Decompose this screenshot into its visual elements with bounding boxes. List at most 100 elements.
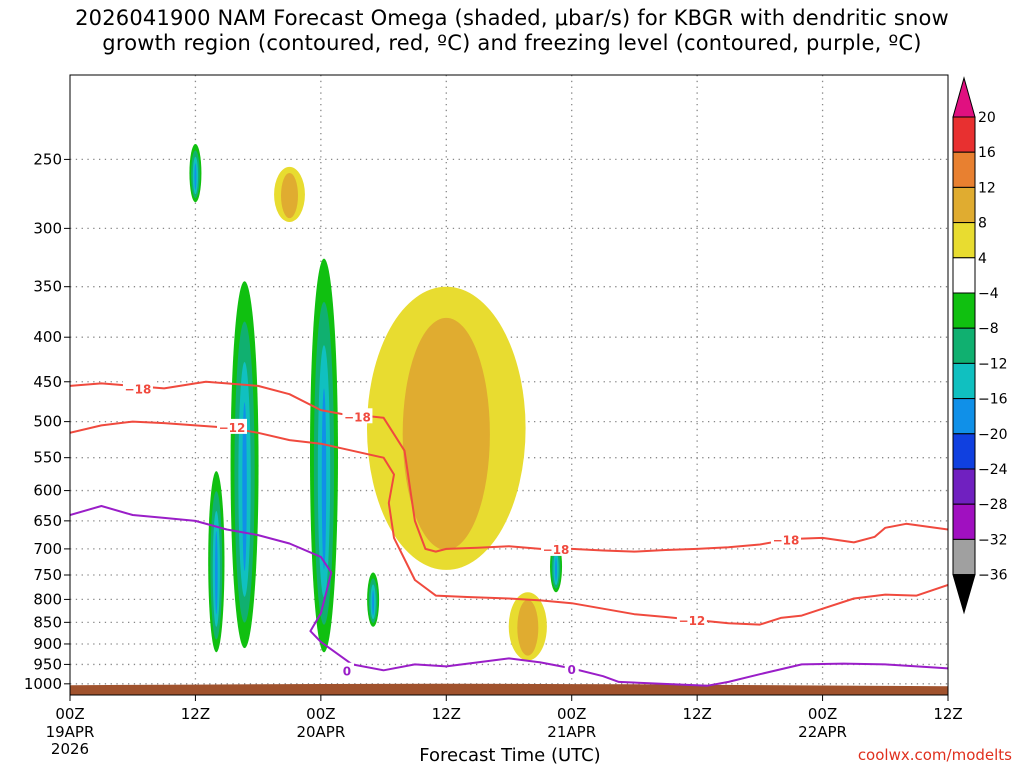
x-tick-label: 00Z (808, 705, 837, 723)
omega-cell (555, 557, 557, 582)
contour-label: −12 (679, 614, 706, 628)
credit-text: coolwx.com/modelts (857, 746, 1012, 764)
colorbar-swatch (952, 538, 976, 576)
colorbar-label: 16 (978, 145, 996, 161)
y-tick-label: 600 (33, 482, 62, 500)
colorbar-label: −28 (978, 497, 1008, 513)
y-tick-label: 450 (33, 373, 62, 391)
colorbar-swatch (952, 362, 976, 400)
colorbar-label: −4 (978, 286, 999, 302)
plot-frame (69, 74, 949, 696)
colorbar-swatch (952, 433, 976, 470)
y-tick-label: 800 (33, 590, 62, 608)
y-tick-label: 900 (33, 635, 62, 653)
x-tick-label: 12Z (432, 705, 461, 723)
colorbar-swatch (952, 398, 976, 435)
contour-label-bg (541, 540, 572, 556)
colorbar-min-arrow (952, 574, 976, 615)
colorbar-label: −12 (978, 356, 1008, 372)
x-tick-label: 00Z (557, 705, 586, 723)
omega-cell (194, 163, 197, 191)
contour-label-bg (770, 531, 801, 547)
y-tick-label: 850 (33, 613, 62, 631)
x-tick-sublabel: 2026 (51, 740, 89, 758)
omega-cell (281, 172, 298, 219)
x-tick-label: 12Z (181, 705, 210, 723)
contour-label: 0 (568, 663, 576, 677)
colorbar-label: −36 (978, 568, 1008, 584)
y-tick-label: 1000 (24, 675, 62, 693)
contour-label-bg (676, 612, 707, 628)
contour-labels: −18 −18 −18 −18 −12 −12 0 0 (122, 380, 801, 679)
contour-label: −18 (543, 543, 570, 557)
contour-label: 0 (343, 665, 351, 679)
contour-label: −18 (125, 382, 152, 396)
omega-shading (189, 143, 563, 661)
omega-cell (402, 317, 490, 551)
y-tick-label: 550 (33, 449, 62, 467)
x-tick-sublabel: 20APR (296, 723, 345, 741)
chart-title-line-1: 2026041900 NAM Forecast Omega (shaded, μ… (75, 6, 949, 30)
colorbar-swatch (952, 468, 976, 505)
x-tick-sublabel: 22APR (798, 723, 847, 741)
y-tick-label: 700 (33, 540, 62, 558)
contour-label: −18 (773, 534, 800, 548)
colorbar-label: 20 (978, 110, 996, 126)
contour-line-2 (70, 505, 948, 687)
y-tick-label: 400 (33, 328, 62, 346)
y-tick-label: 950 (33, 655, 62, 673)
colorbar-label: −32 (978, 532, 1008, 548)
y-tick-label: 750 (33, 566, 62, 584)
contour-label: −12 (219, 421, 246, 435)
omega-cell (321, 388, 327, 570)
omega-cell (215, 530, 218, 615)
y-tick-label: 300 (33, 219, 62, 237)
colorbar-label: −20 (978, 427, 1008, 443)
colorbar-label: 12 (978, 180, 996, 196)
x-tick-label: 00Z (306, 705, 335, 723)
colorbar-swatch (952, 503, 976, 540)
colorbar-swatch (952, 186, 976, 224)
colorbar-swatch (952, 257, 976, 294)
colorbar-swatch (952, 292, 976, 329)
colorbar-swatch (952, 151, 976, 188)
y-tick-label: 250 (33, 150, 62, 168)
colorbar-label: −16 (978, 392, 1008, 408)
terrain-area (70, 683, 948, 695)
y-tick-label: 350 (33, 278, 62, 296)
contour-line-0 (70, 380, 948, 553)
colorbar: 20 16 12 8 4 −4 −8 −12 −16 −20 −24 −28 −32 −36 (952, 76, 1008, 615)
contour-label-bg (339, 662, 354, 678)
colorbar-swatch (952, 222, 976, 259)
terrain-fill (70, 683, 948, 695)
y-tick-label: 650 (33, 512, 62, 530)
x-tick-sublabel: 19APR (46, 723, 95, 741)
grid (70, 75, 948, 695)
y-axis: 250 300 350 400 450 500 550 600 650 700 750 800 850 9… (24, 150, 70, 693)
x-tick-label: 12Z (933, 705, 962, 723)
x-tick-sublabel: 21APR (547, 723, 596, 741)
colorbar-label: −24 (978, 462, 1008, 478)
y-tick-label: 500 (33, 413, 62, 431)
omega-cell (372, 590, 375, 616)
omega-cell (242, 402, 247, 572)
contour-label-bg (122, 380, 153, 396)
x-axis-label: Forecast Time (UTC) (419, 745, 601, 766)
colorbar-max-arrow (952, 76, 976, 118)
colorbar-swatch (952, 327, 976, 364)
colorbar-label: 4 (978, 251, 987, 267)
chart-title-line-2: growth region (contoured, red, ºC) and f… (102, 31, 922, 55)
contour-label: −18 (344, 410, 371, 424)
omega-cell (517, 599, 539, 656)
x-tick-label: 12Z (682, 705, 711, 723)
colorbar-label: 8 (978, 216, 987, 232)
contour-label-bg (564, 661, 579, 677)
chart-title: 2026041900 NAM Forecast Omega (shaded, μ… (0, 6, 1024, 56)
x-tick-label: 00Z (55, 705, 84, 723)
colorbar-label: −8 (978, 321, 999, 337)
colorbar-swatch (952, 116, 976, 153)
contour-label-bg (342, 408, 373, 424)
contour-label-bg (217, 418, 248, 434)
